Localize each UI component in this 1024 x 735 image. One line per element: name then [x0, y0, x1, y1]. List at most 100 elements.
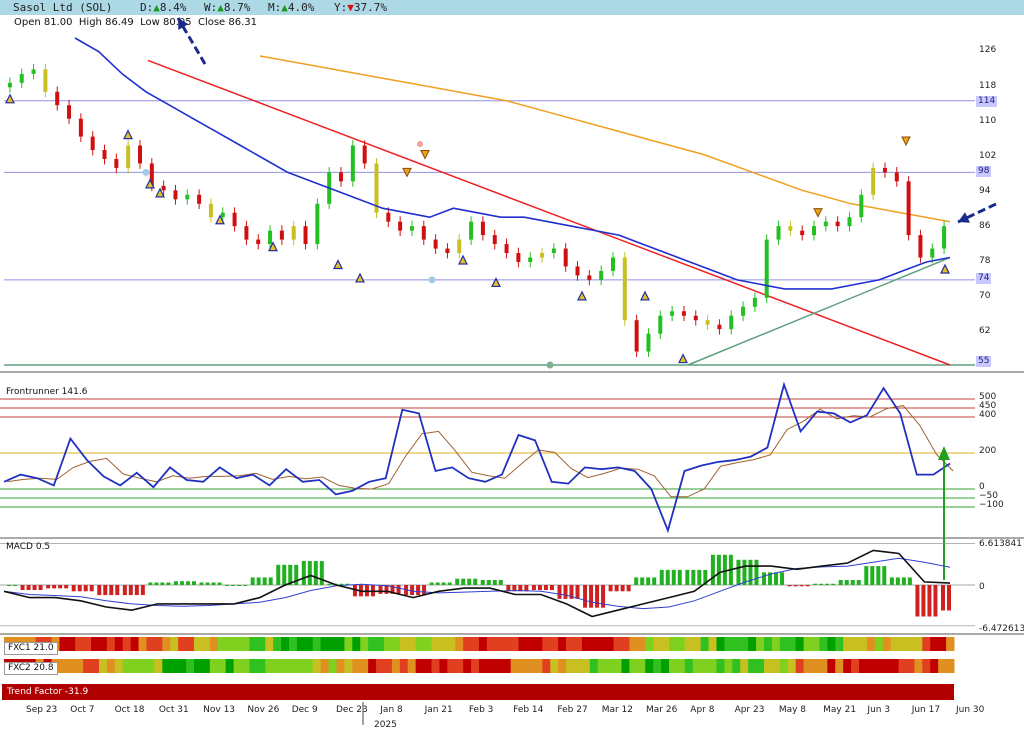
candle-body [256, 239, 261, 245]
macd-histogram-bar [115, 585, 120, 596]
price-tick: 62 [979, 326, 990, 336]
heatmap-cell [391, 637, 401, 651]
heatmap-cell [217, 637, 227, 651]
heatmap-cell [439, 637, 448, 651]
macd-histogram-bar [447, 582, 452, 585]
candle-body [433, 239, 438, 249]
candle-body [173, 190, 178, 200]
heatmap-cell [486, 637, 496, 651]
heatmap-cell [130, 659, 140, 673]
heatmap-cell [106, 637, 116, 651]
macd-histogram-bar [282, 564, 287, 585]
fr-tick: 200 [979, 446, 996, 456]
pivot-low-marker [640, 290, 650, 301]
macd-histogram-bar [7, 585, 11, 586]
heatmap-cell [914, 637, 923, 651]
heatmap-cell [384, 637, 393, 651]
heatmap-cell [732, 637, 741, 651]
candle-body [220, 212, 225, 218]
candle-body [540, 253, 545, 258]
macd-histogram-bar [710, 554, 715, 585]
heatmap-cell [589, 659, 599, 673]
heatmap-cell [550, 637, 559, 651]
macd-histogram-bar [313, 561, 318, 585]
macd-histogram-bar [825, 583, 830, 585]
macd-histogram-bar [83, 585, 88, 592]
macd-histogram-bar [211, 582, 216, 585]
trendline-anchor-dot [417, 141, 423, 147]
macd-axis: 6.613841 0 -6.472613 [979, 539, 1024, 634]
heatmap-cell [463, 659, 472, 673]
macd-histogram-bar [345, 583, 350, 585]
heatmap-cell [550, 659, 559, 673]
level-anchor-dot [142, 168, 150, 176]
heatmap-cell [328, 637, 337, 651]
heatmap-cell [407, 659, 417, 673]
pivot-low-marker [5, 93, 15, 104]
candle-body [705, 320, 710, 325]
heatmap-cell [692, 659, 702, 673]
heatmap-cell [645, 659, 654, 673]
heatmap-cell [146, 637, 155, 651]
heatmap-cell [209, 659, 219, 673]
pivot-high-marker [901, 136, 911, 147]
heatmap-cell [186, 637, 195, 651]
heatmap-cell [360, 659, 369, 673]
heatmap-cell [138, 659, 147, 673]
heatmap-cell [756, 637, 765, 651]
x-axis-label: Mar 12 [602, 705, 633, 715]
heatmap-cell [75, 637, 84, 651]
macd-histogram-bar [882, 566, 887, 585]
macd-histogram-bar [352, 585, 357, 597]
macd-histogram-bar [122, 585, 127, 596]
candle-body [19, 73, 24, 83]
candle-body [362, 145, 367, 164]
heatmap-cell [376, 637, 385, 651]
candle-body [398, 221, 403, 231]
heatmap-cell [296, 637, 306, 651]
macd-histogram-bar [429, 582, 434, 585]
heatmap-cell [178, 637, 187, 651]
macd-histogram-bar [512, 585, 517, 592]
macd-histogram-bar [748, 559, 753, 585]
macd-histogram-bar [901, 577, 906, 585]
macd-histogram-bar [805, 585, 810, 587]
heatmap-cell [336, 637, 345, 651]
panel-borders [0, 371, 1024, 635]
macd-histogram-bar [889, 577, 894, 585]
heatmap-cell [154, 637, 163, 651]
candle-body [741, 306, 746, 316]
macd-histogram-bar [634, 577, 639, 585]
candle-body [906, 181, 911, 236]
heatmap-cell [930, 659, 939, 673]
candle-body [31, 69, 36, 74]
trend-factor-bar [2, 684, 954, 700]
pivot-low-marker [458, 254, 468, 265]
candle-body [480, 221, 485, 236]
heatmap-cell [708, 637, 717, 651]
macd-histogram-bar [864, 566, 869, 585]
heatmap-cell [59, 659, 68, 673]
heatmap-cell [558, 659, 567, 673]
heatmap-cell [257, 659, 266, 673]
macd-histogram-bar [77, 585, 82, 592]
heatmap-cell [621, 659, 630, 673]
candle-body [102, 150, 107, 159]
heatmap-cell [621, 637, 630, 651]
heatmap-cell [122, 637, 132, 651]
macd-histogram-bar [64, 585, 69, 589]
candle-body [90, 136, 95, 151]
heatmap-cell [700, 637, 710, 651]
price-tick: 102 [979, 151, 996, 161]
candle-body [315, 203, 320, 245]
heatmap-cell [518, 637, 527, 651]
candle-body [894, 172, 899, 182]
macd-histogram-bar [569, 585, 574, 599]
heatmap-cell [344, 659, 353, 673]
candle-body [279, 230, 284, 240]
pivot-low-marker [333, 259, 343, 270]
macd-histogram-bar [589, 585, 594, 608]
candle-body [421, 226, 426, 240]
heatmap-cell [914, 659, 923, 673]
